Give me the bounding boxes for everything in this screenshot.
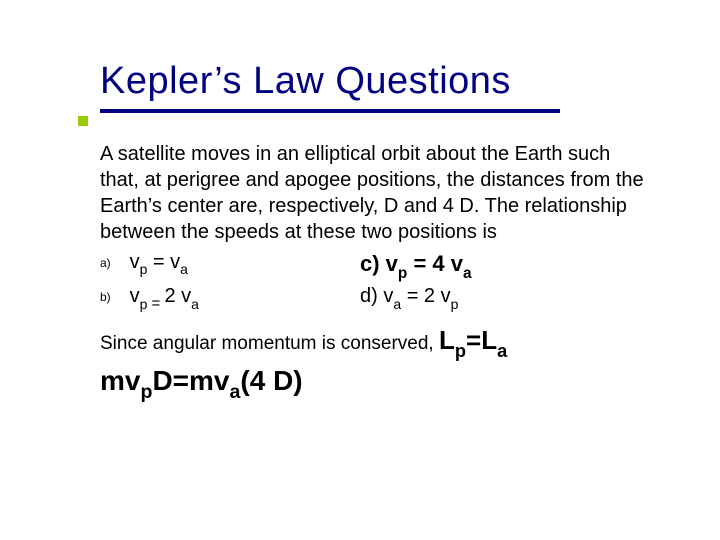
- option-d-prefix: d) v: [360, 285, 393, 307]
- option-d-mid: = 2 v: [401, 285, 450, 307]
- option-c-sub2: a: [463, 265, 472, 282]
- final-t3: (4 D): [240, 365, 302, 396]
- accent-square-icon: [78, 116, 88, 126]
- explanation-equation: Lp=La: [439, 325, 507, 355]
- eq-sub1: p: [455, 341, 466, 361]
- title-block: Kepler’s Law Questions: [100, 60, 650, 113]
- option-b-mid: 2 v: [164, 285, 191, 307]
- slide-title: Kepler’s Law Questions: [100, 60, 650, 103]
- slide: Kepler’s Law Questions A satellite moves…: [0, 0, 720, 540]
- option-a-text: vp = va: [130, 251, 188, 273]
- eq-sub2: a: [497, 341, 507, 361]
- option-d-sub1: a: [393, 296, 401, 312]
- explanation-line: Since angular momentum is conserved, Lp=…: [100, 325, 650, 360]
- option-b: b) vp = 2 va: [100, 285, 360, 311]
- option-b-label: b): [100, 290, 124, 304]
- final-equation: mvpD=mva(4 D): [100, 365, 650, 403]
- option-b-v1: v: [130, 285, 140, 307]
- eq-mid: =L: [466, 325, 497, 355]
- title-underline: [100, 109, 560, 113]
- final-t1: mv: [100, 365, 140, 396]
- option-c-sub1: p: [398, 265, 407, 282]
- option-a-mid: = v: [147, 251, 180, 273]
- option-b-text: vp = 2 va: [130, 285, 199, 307]
- option-c-prefix: c) v: [360, 251, 398, 276]
- option-d-text: d) va = 2 vp: [360, 285, 458, 307]
- option-a: a) vp = va: [100, 251, 360, 281]
- option-a-label: a): [100, 256, 124, 270]
- option-b-sub2: a: [191, 296, 199, 312]
- option-a-v1: v: [130, 251, 140, 273]
- question-text: A satellite moves in an elliptical orbit…: [100, 141, 650, 245]
- option-b-eq: =: [147, 295, 164, 312]
- option-a-sub1: p: [140, 261, 148, 277]
- option-c: c) vp = 4 va: [360, 251, 650, 281]
- option-c-mid: = 4 v: [407, 251, 463, 276]
- final-s2: a: [229, 381, 240, 403]
- option-d-sub2: p: [451, 296, 459, 312]
- option-d: d) va = 2 vp: [360, 285, 650, 311]
- eq-L1: L: [439, 325, 455, 355]
- final-t2: D=mv: [152, 365, 229, 396]
- explanation-lead: Since angular momentum is conserved,: [100, 333, 439, 354]
- final-s1: p: [140, 381, 152, 403]
- option-a-sub2: a: [180, 261, 188, 277]
- options-grid: a) vp = va c) vp = 4 va b) vp = 2 va d) …: [100, 251, 650, 311]
- slide-body: A satellite moves in an elliptical orbit…: [100, 141, 650, 402]
